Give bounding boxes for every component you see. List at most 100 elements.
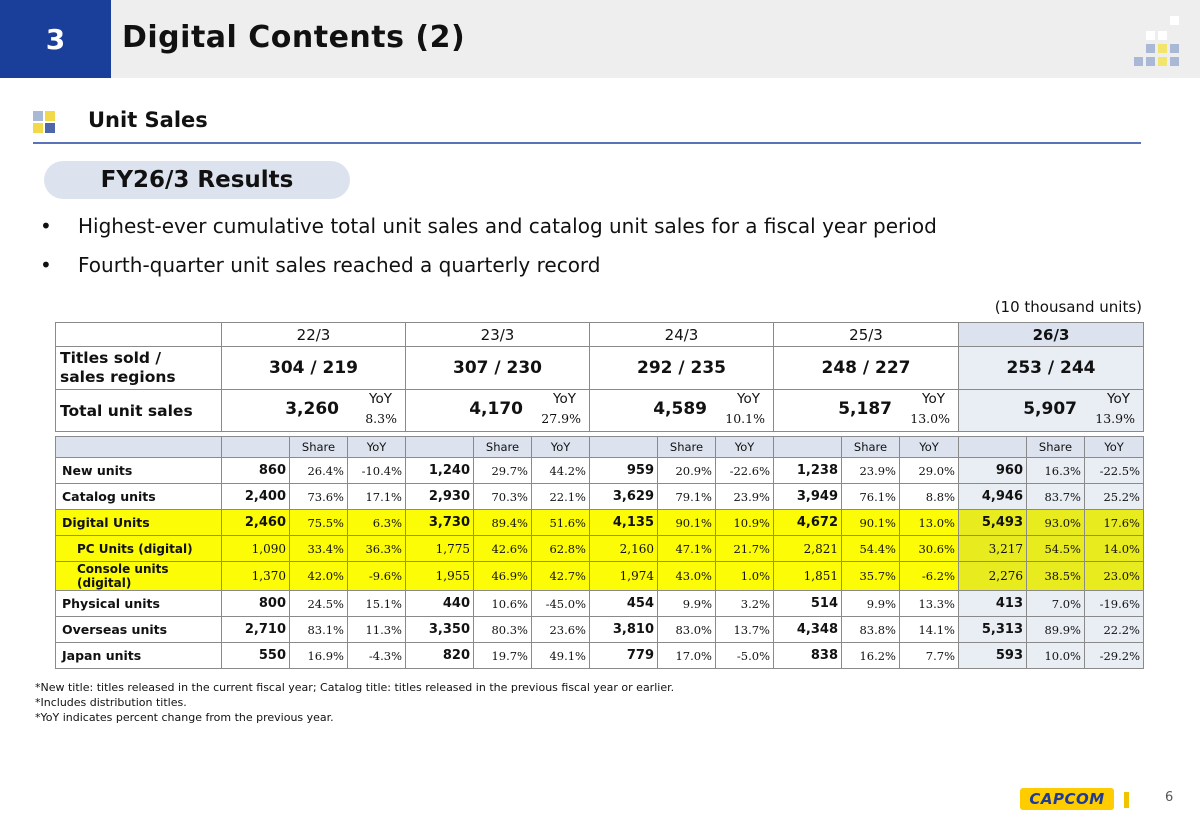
yoy-value: 1.0% (715, 561, 774, 591)
share-value: 70.3% (473, 483, 532, 510)
units-value: 2,460 (221, 509, 290, 536)
titles-row: Titles sold / sales regions 304 / 219 30… (55, 346, 1144, 390)
yoy-header: YoY (899, 436, 959, 458)
yoy-value: 25.2% (1084, 483, 1144, 510)
share-header: Share (289, 436, 348, 458)
share-value: 47.1% (657, 535, 716, 562)
yoy-label: YoY (922, 391, 945, 407)
bullet-item: • Fourth-quarter unit sales reached a qu… (40, 251, 937, 290)
units-value: 2,400 (221, 483, 290, 510)
footnotes: *New title: titles released in the curre… (35, 680, 674, 725)
year-header: 24/3 (589, 322, 774, 347)
units-value: 3,730 (405, 509, 474, 536)
units-value: 1,851 (773, 561, 842, 591)
share-value: 80.3% (473, 616, 532, 643)
units-value: 1,090 (221, 535, 290, 562)
share-value: 83.0% (657, 616, 716, 643)
logo-accent-bar (1124, 792, 1129, 808)
total-cell: 4,170 YoY 27.9% (405, 389, 590, 432)
yoy-value: 17.1% (347, 483, 406, 510)
units-value: 1,370 (221, 561, 290, 591)
yoy-value: 13.0% (899, 509, 959, 536)
empty-cell (773, 436, 842, 458)
units-value: 779 (589, 642, 658, 669)
share-value: 54.5% (1026, 535, 1085, 562)
total-value: 5,907 (1023, 399, 1077, 419)
row-label: Japan units (55, 642, 222, 669)
share-value: 46.9% (473, 561, 532, 591)
table-row: Catalog units 2,400 73.6% 17.1% 2,930 70.3% 22… (55, 483, 1144, 510)
row-label: Overseas units (55, 616, 222, 643)
units-value: 3,350 (405, 616, 474, 643)
share-value: 23.9% (841, 457, 900, 484)
yoy-value: 8.3% (365, 411, 397, 426)
results-pill: FY26/3 Results (44, 161, 350, 199)
titles-value: 292 / 235 (589, 346, 774, 390)
share-value: 73.6% (289, 483, 348, 510)
year-header: 25/3 (773, 322, 959, 347)
logo-text: CAPCOM (1029, 790, 1105, 808)
units-value: 2,160 (589, 535, 658, 562)
share-value: 16.3% (1026, 457, 1085, 484)
yoy-value: 23.9% (715, 483, 774, 510)
total-row: Total unit sales 3,260 YoY 8.3% 4,170 Yo… (55, 389, 1144, 432)
page-title: Digital Contents (2) (122, 20, 466, 55)
bullet-dot: • (40, 253, 52, 277)
yoy-value: -5.0% (715, 642, 774, 669)
share-value: 16.9% (289, 642, 348, 669)
footnote: *Includes distribution titles. (35, 696, 187, 709)
units-value: 1,974 (589, 561, 658, 591)
units-value: 440 (405, 590, 474, 617)
capcom-logo: CAPCOM (1020, 788, 1114, 810)
page-number: 6 (1165, 790, 1174, 805)
total-cell: 5,187 YoY 13.0% (773, 389, 959, 432)
titles-label: Titles sold / sales regions (55, 346, 222, 390)
share-value: 75.5% (289, 509, 348, 536)
yoy-value: -22.5% (1084, 457, 1144, 484)
units-value: 5,313 (958, 616, 1027, 643)
yoy-label: YoY (1107, 391, 1130, 407)
units-value: 3,217 (958, 535, 1027, 562)
yoy-value: 13.9% (1095, 411, 1135, 426)
units-value: 1,955 (405, 561, 474, 591)
yoy-value: 27.9% (541, 411, 581, 426)
yoy-value: -45.0% (531, 590, 590, 617)
units-value: 4,946 (958, 483, 1027, 510)
yoy-value: 36.3% (347, 535, 406, 562)
year-header-current: 26/3 (958, 322, 1144, 347)
share-value: 79.1% (657, 483, 716, 510)
share-value: 90.1% (841, 509, 900, 536)
units-value: 2,710 (221, 616, 290, 643)
share-value: 54.4% (841, 535, 900, 562)
yoy-value: 14.1% (899, 616, 959, 643)
table-row: PC Units (digital) 1,090 33.4% 36.3% 1,775 42… (55, 535, 1144, 562)
row-label: Catalog units (55, 483, 222, 510)
share-header: Share (657, 436, 716, 458)
yoy-value: 23.0% (1084, 561, 1144, 591)
units-value: 5,493 (958, 509, 1027, 536)
units-value: 860 (221, 457, 290, 484)
share-value: 10.0% (1026, 642, 1085, 669)
share-value: 35.7% (841, 561, 900, 591)
share-value: 90.1% (657, 509, 716, 536)
yoy-value: -29.2% (1084, 642, 1144, 669)
table-row: Overseas units 2,710 83.1% 11.3% 3,350 80.3% 2… (55, 616, 1144, 643)
year-header: 23/3 (405, 322, 590, 347)
footnote: *New title: titles released in the curre… (35, 681, 675, 694)
units-value: 1,240 (405, 457, 474, 484)
yoy-value: 10.1% (725, 411, 765, 426)
units-value: 3,810 (589, 616, 658, 643)
share-value: 20.9% (657, 457, 716, 484)
yoy-value: 49.1% (531, 642, 590, 669)
table-row: Physical units 800 24.5% 15.1% 440 10.6% -45.0… (55, 590, 1144, 617)
units-value: 800 (221, 590, 290, 617)
share-value: 42.0% (289, 561, 348, 591)
yoy-value: -4.3% (347, 642, 406, 669)
yoy-value: 22.2% (1084, 616, 1144, 643)
total-cell: 3,260 YoY 8.3% (221, 389, 406, 432)
units-value: 593 (958, 642, 1027, 669)
bullet-item: • Highest-ever cumulative total unit sal… (40, 212, 937, 251)
table-row: New units 860 26.4% -10.4% 1,240 29.7% 44.2% 95… (55, 457, 1144, 484)
empty-cell (55, 322, 222, 347)
year-header: 22/3 (221, 322, 406, 347)
